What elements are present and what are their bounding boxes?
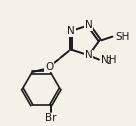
Text: Br: Br	[45, 113, 56, 122]
Text: N: N	[67, 26, 75, 36]
Text: O: O	[45, 62, 53, 72]
Text: N: N	[85, 50, 93, 60]
Text: SH: SH	[115, 32, 130, 42]
Text: NH: NH	[101, 55, 117, 65]
Text: N: N	[85, 20, 93, 30]
Text: 2: 2	[106, 57, 111, 66]
